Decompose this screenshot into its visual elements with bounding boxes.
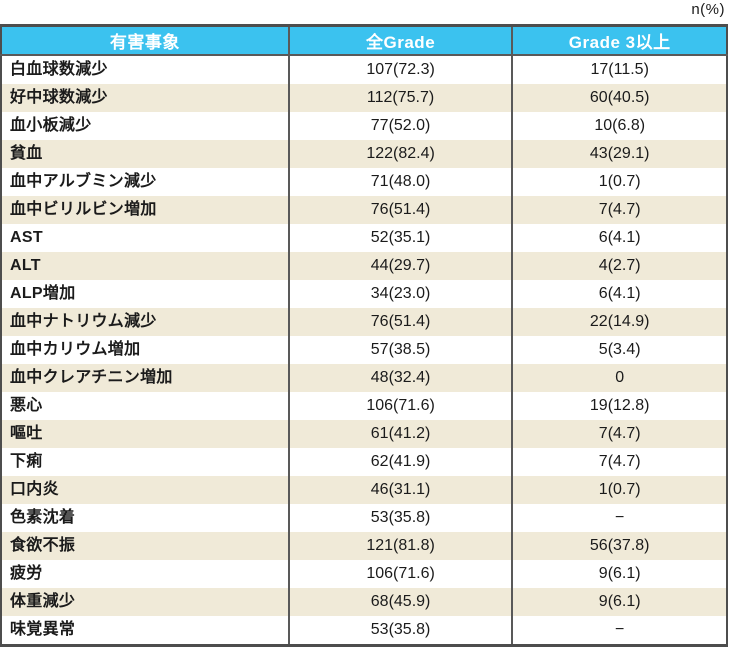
grade3-plus-value: 10(6.8) <box>512 112 727 140</box>
grade3-plus-value: 22(14.9) <box>512 308 727 336</box>
grade3-plus-value: 4(2.7) <box>512 252 727 280</box>
grade3-plus-value: 19(12.8) <box>512 392 727 420</box>
grade3-plus-value: 6(4.1) <box>512 224 727 252</box>
adverse-event-name: 血中カリウム増加 <box>1 336 290 364</box>
table-row: 血中クレアチニン増加 48(32.4) 0 <box>1 364 727 392</box>
adverse-event-name: 血小板減少 <box>1 112 290 140</box>
col-header-grade3-plus: Grade 3以上 <box>512 25 727 56</box>
adverse-event-name: AST <box>1 224 290 252</box>
table-row: 悪心 106(71.6) 19(12.8) <box>1 392 727 420</box>
adverse-event-name: 疲労 <box>1 560 290 588</box>
adverse-event-name: 血中アルブミン減少 <box>1 168 290 196</box>
grade3-plus-value: 7(4.7) <box>512 420 727 448</box>
table-row: 口内炎 46(31.1) 1(0.7) <box>1 476 727 504</box>
all-grade-value: 46(31.1) <box>288 476 514 504</box>
table-row: 血中ナトリウム減少 76(51.4) 22(14.9) <box>1 308 727 336</box>
table-body: 白血球数減少 107(72.3) 17(11.5) 好中球数減少 112(75.7) 60… <box>1 55 727 646</box>
table-header: 有害事象 全Grade Grade 3以上 <box>1 25 727 56</box>
adverse-event-name: 血中ビリルビン増加 <box>1 196 290 224</box>
all-grade-value: 76(51.4) <box>288 196 514 224</box>
grade3-plus-value: 9(6.1) <box>512 560 727 588</box>
all-grade-value: 106(71.6) <box>288 560 514 588</box>
all-grade-value: 122(82.4) <box>288 140 514 168</box>
all-grade-value: 68(45.9) <box>288 588 514 616</box>
table-row: 色素沈着 53(35.8) − <box>1 504 727 532</box>
all-grade-value: 112(75.7) <box>288 84 514 112</box>
grade3-plus-value: − <box>512 616 727 646</box>
table-row: 血中アルブミン減少 71(48.0) 1(0.7) <box>1 168 727 196</box>
header-row: 有害事象 全Grade Grade 3以上 <box>1 25 727 56</box>
grade3-plus-value: 1(0.7) <box>512 168 727 196</box>
adverse-event-name: 色素沈着 <box>1 504 290 532</box>
adverse-event-name: ALT <box>1 252 290 280</box>
table-row: 貧血 122(82.4) 43(29.1) <box>1 140 727 168</box>
table-row: 味覚異常 53(35.8) − <box>1 616 727 646</box>
all-grade-value: 34(23.0) <box>288 280 514 308</box>
grade3-plus-value: 43(29.1) <box>512 140 727 168</box>
adverse-event-name: 血中ナトリウム減少 <box>1 308 290 336</box>
adverse-event-name: ALP増加 <box>1 280 290 308</box>
adverse-event-name: 嘔吐 <box>1 420 290 448</box>
adverse-event-name: 白血球数減少 <box>1 55 290 84</box>
table-row: 体重減少 68(45.9) 9(6.1) <box>1 588 727 616</box>
table-row: ALP増加 34(23.0) 6(4.1) <box>1 280 727 308</box>
all-grade-value: 52(35.1) <box>288 224 514 252</box>
grade3-plus-value: 0 <box>512 364 727 392</box>
table-row: 血小板減少 77(52.0) 10(6.8) <box>1 112 727 140</box>
table-row: 好中球数減少 112(75.7) 60(40.5) <box>1 84 727 112</box>
grade3-plus-value: 5(3.4) <box>512 336 727 364</box>
table-row: 食欲不振 121(81.8) 56(37.8) <box>1 532 727 560</box>
grade3-plus-value: 60(40.5) <box>512 84 727 112</box>
adverse-event-name: 貧血 <box>1 140 290 168</box>
all-grade-value: 48(32.4) <box>288 364 514 392</box>
grade3-plus-value: 9(6.1) <box>512 588 727 616</box>
all-grade-value: 106(71.6) <box>288 392 514 420</box>
table-row: 白血球数減少 107(72.3) 17(11.5) <box>1 55 727 84</box>
table-row: 血中カリウム増加 57(38.5) 5(3.4) <box>1 336 727 364</box>
table-row: 血中ビリルビン増加 76(51.4) 7(4.7) <box>1 196 727 224</box>
grade3-plus-value: 56(37.8) <box>512 532 727 560</box>
adverse-event-name: 下痢 <box>1 448 290 476</box>
all-grade-value: 53(35.8) <box>288 504 514 532</box>
adverse-event-name: 口内炎 <box>1 476 290 504</box>
adverse-event-name: 好中球数減少 <box>1 84 290 112</box>
all-grade-value: 76(51.4) <box>288 308 514 336</box>
n-percent-label: n(%) <box>691 1 725 18</box>
grade3-plus-value: − <box>512 504 727 532</box>
table-row: 下痢 62(41.9) 7(4.7) <box>1 448 727 476</box>
adverse-event-name: 悪心 <box>1 392 290 420</box>
table-row: AST 52(35.1) 6(4.1) <box>1 224 727 252</box>
all-grade-value: 44(29.7) <box>288 252 514 280</box>
col-header-adverse-event: 有害事象 <box>1 25 290 56</box>
all-grade-value: 71(48.0) <box>288 168 514 196</box>
grade3-plus-value: 7(4.7) <box>512 448 727 476</box>
grade3-plus-value: 1(0.7) <box>512 476 727 504</box>
grade3-plus-value: 7(4.7) <box>512 196 727 224</box>
table-row: ALT 44(29.7) 4(2.7) <box>1 252 727 280</box>
all-grade-value: 77(52.0) <box>288 112 514 140</box>
all-grade-value: 107(72.3) <box>288 55 514 84</box>
col-header-all-grade: 全Grade <box>288 25 514 56</box>
table-row: 嘔吐 61(41.2) 7(4.7) <box>1 420 727 448</box>
adverse-event-name: 体重減少 <box>1 588 290 616</box>
adverse-event-name: 血中クレアチニン増加 <box>1 364 290 392</box>
all-grade-value: 62(41.9) <box>288 448 514 476</box>
adverse-event-name: 食欲不振 <box>1 532 290 560</box>
all-grade-value: 121(81.8) <box>288 532 514 560</box>
all-grade-value: 57(38.5) <box>288 336 514 364</box>
grade3-plus-value: 17(11.5) <box>512 55 727 84</box>
adverse-events-table: 有害事象 全Grade Grade 3以上 白血球数減少 107(72.3) 17(… <box>0 24 728 647</box>
table-row: 疲労 106(71.6) 9(6.1) <box>1 560 727 588</box>
grade3-plus-value: 6(4.1) <box>512 280 727 308</box>
all-grade-value: 61(41.2) <box>288 420 514 448</box>
adverse-event-name: 味覚異常 <box>1 616 290 646</box>
all-grade-value: 53(35.8) <box>288 616 514 646</box>
